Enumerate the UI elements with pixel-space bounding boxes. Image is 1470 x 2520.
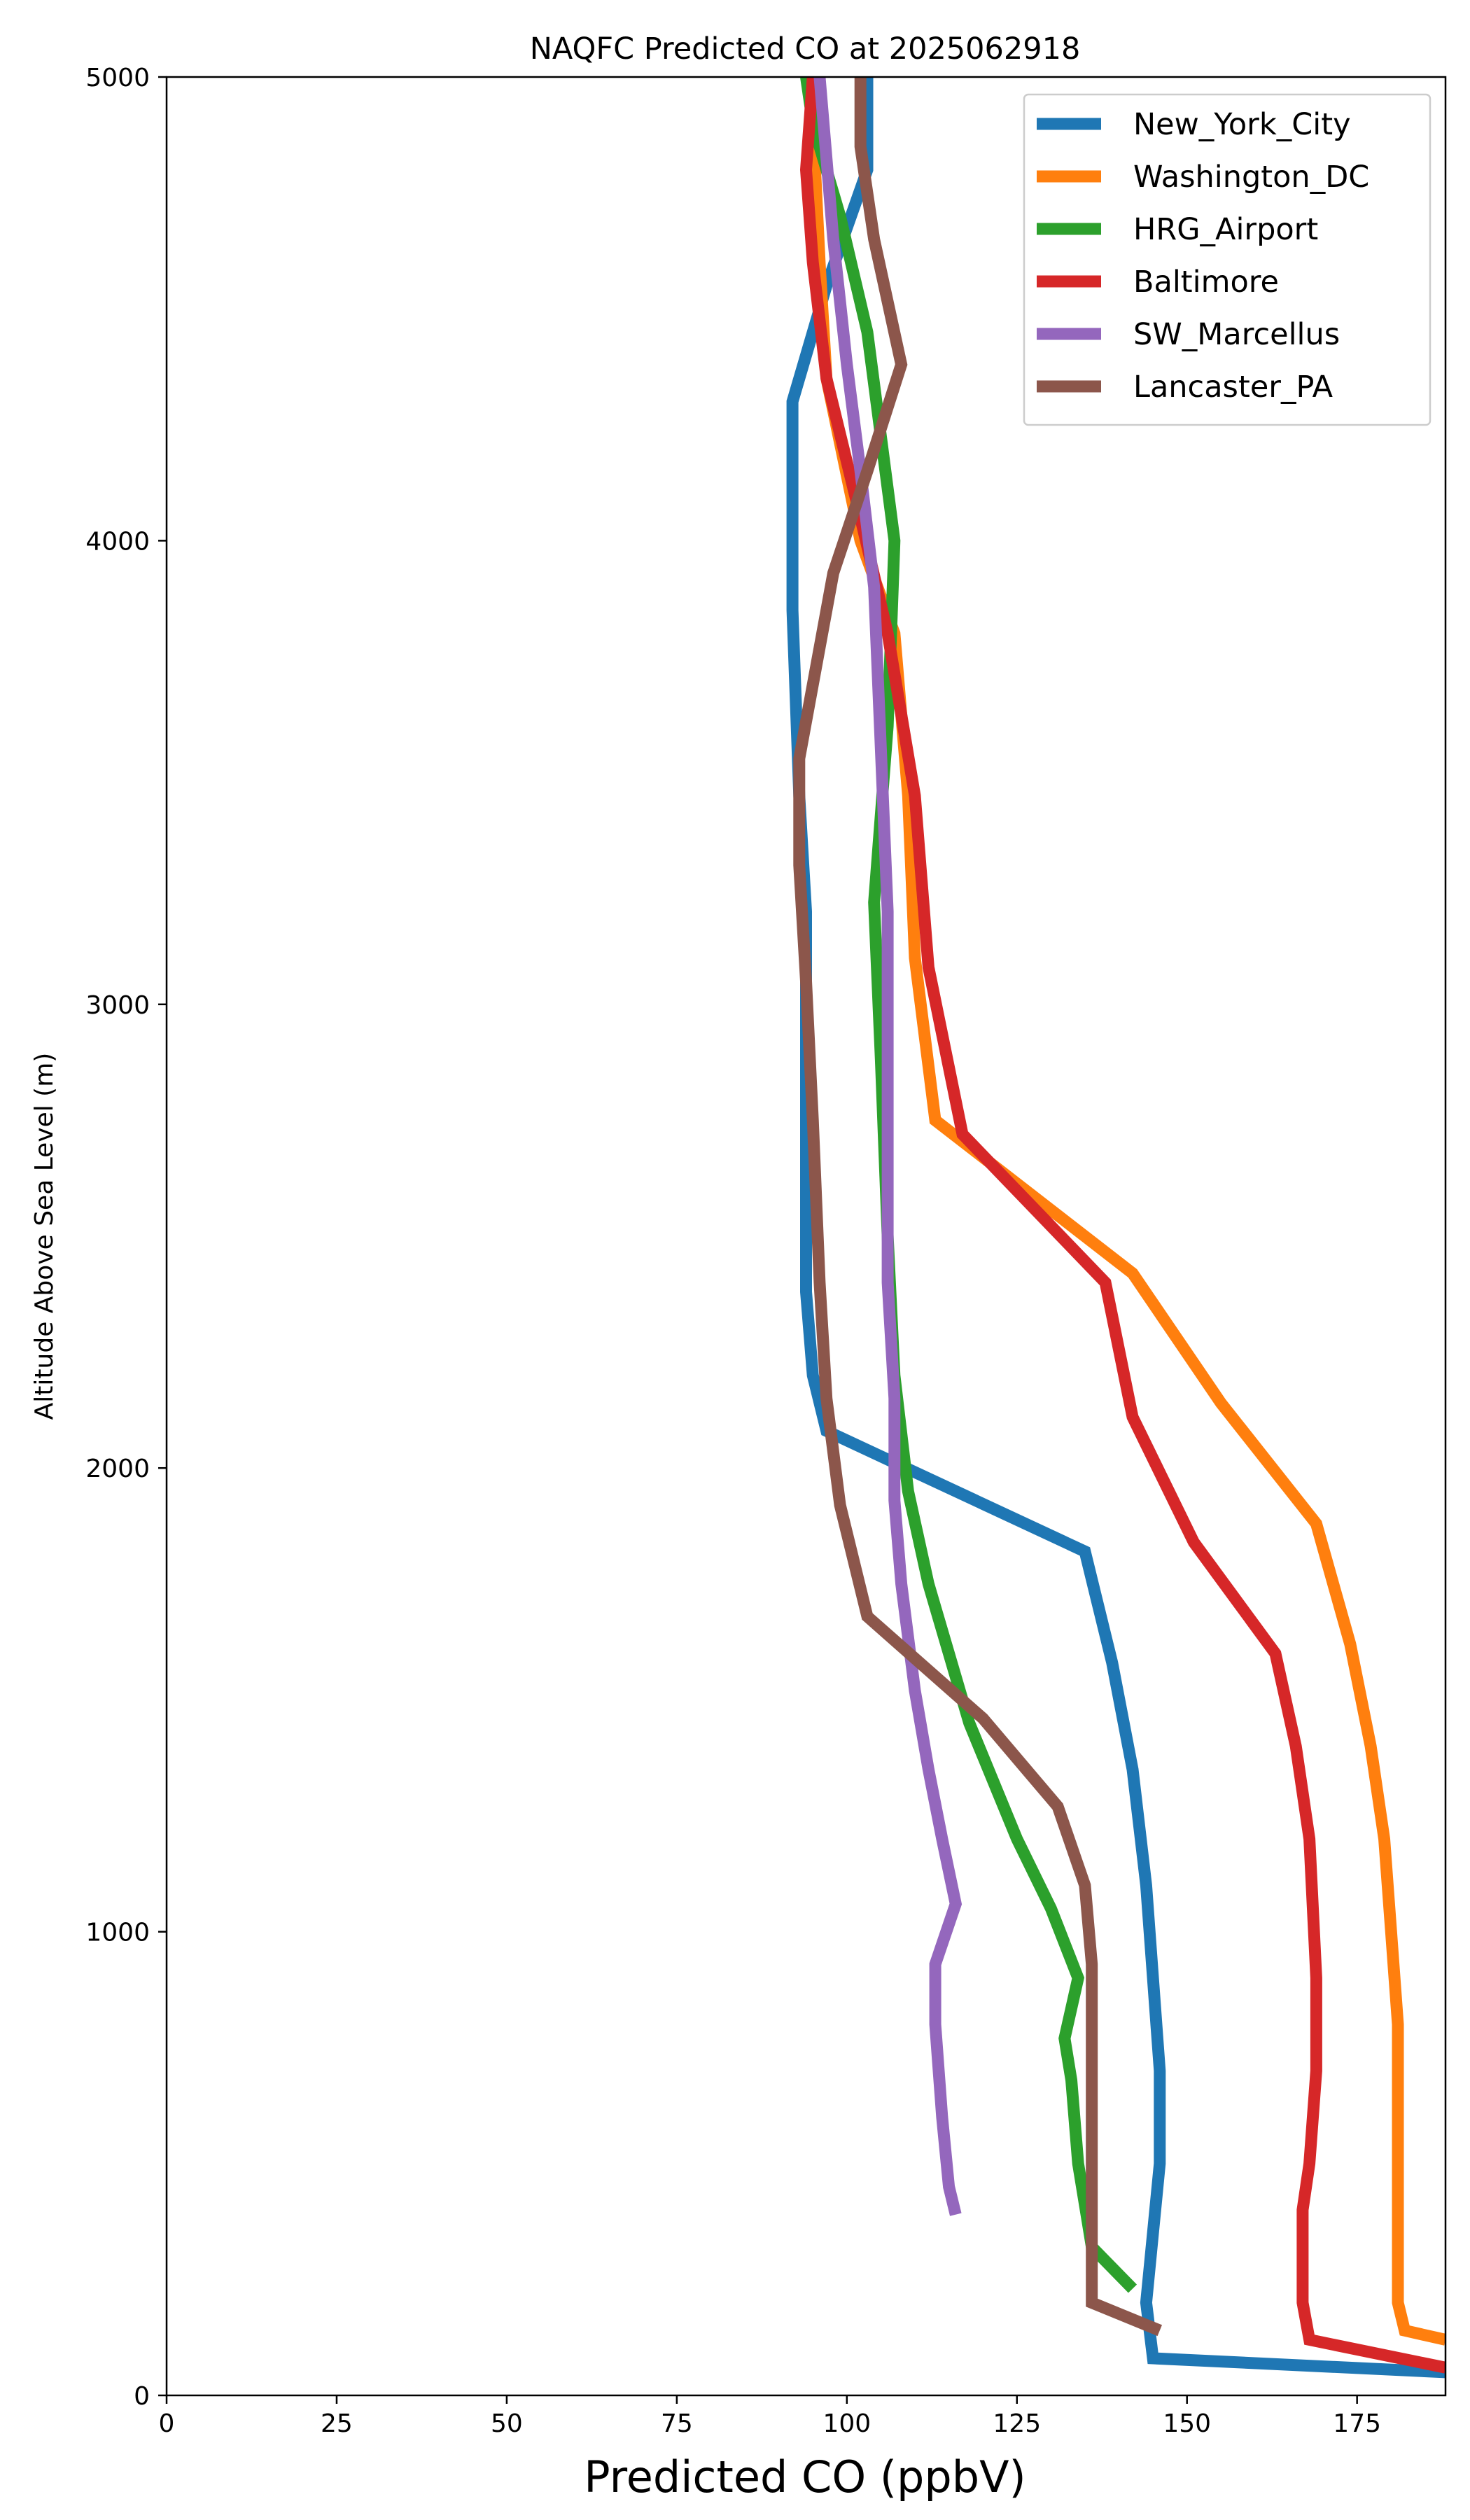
x-tick-label: 25 <box>321 2409 353 2438</box>
legend-label: Washington_DC <box>1133 160 1369 195</box>
series-line-lancaster-pa <box>793 77 1163 2337</box>
legend-frame <box>1023 93 1432 426</box>
legend-label: Baltimore <box>1133 265 1279 300</box>
x-tick-label: 125 <box>993 2409 1041 2438</box>
series-line-baltimore <box>799 77 1446 2374</box>
x-tick-label: 150 <box>1163 2409 1211 2438</box>
series-line-hrg-airport <box>800 77 1138 2293</box>
x-axis-label: Predicted CO (ppbV) <box>584 2451 1026 2502</box>
x-tick-label: 175 <box>1333 2409 1381 2438</box>
x-axis-ticks: 0 25 50 75 100 125 150 175 <box>159 2395 1381 2438</box>
x-tick-label: 100 <box>822 2409 871 2438</box>
series-line-sw-marcellus <box>813 77 962 2216</box>
y-axis-label: Altitude Above Sea Level (m) <box>30 1053 59 1420</box>
y-tick-label: 4000 <box>85 527 150 556</box>
plot-lines <box>786 77 1446 2379</box>
plot-frame <box>165 76 1447 2397</box>
x-tick-label: 0 <box>159 2409 175 2438</box>
y-tick-label: 0 <box>134 2382 150 2411</box>
x-tick-label: 75 <box>661 2409 693 2438</box>
legend-label: Lancaster_PA <box>1133 370 1334 405</box>
y-tick-label: 5000 <box>85 64 150 92</box>
x-tick-label: 50 <box>491 2409 523 2438</box>
legend-label: SW_Marcellus <box>1133 317 1340 352</box>
legend-label: HRG_Airport <box>1133 212 1318 247</box>
chart-title: NAQFC Predicted CO at 2025062918 <box>530 31 1081 66</box>
legend-label: New_York_City <box>1133 107 1351 142</box>
y-tick-label: 2000 <box>85 1455 150 1483</box>
y-tick-label: 3000 <box>85 991 150 1020</box>
legend: New_York_City Washington_DC HRG_Airport Bal… <box>1023 93 1432 426</box>
y-axis-ticks: 0 1000 2000 3000 4000 5000 <box>85 64 167 2411</box>
y-tick-label: 1000 <box>85 1919 150 1947</box>
